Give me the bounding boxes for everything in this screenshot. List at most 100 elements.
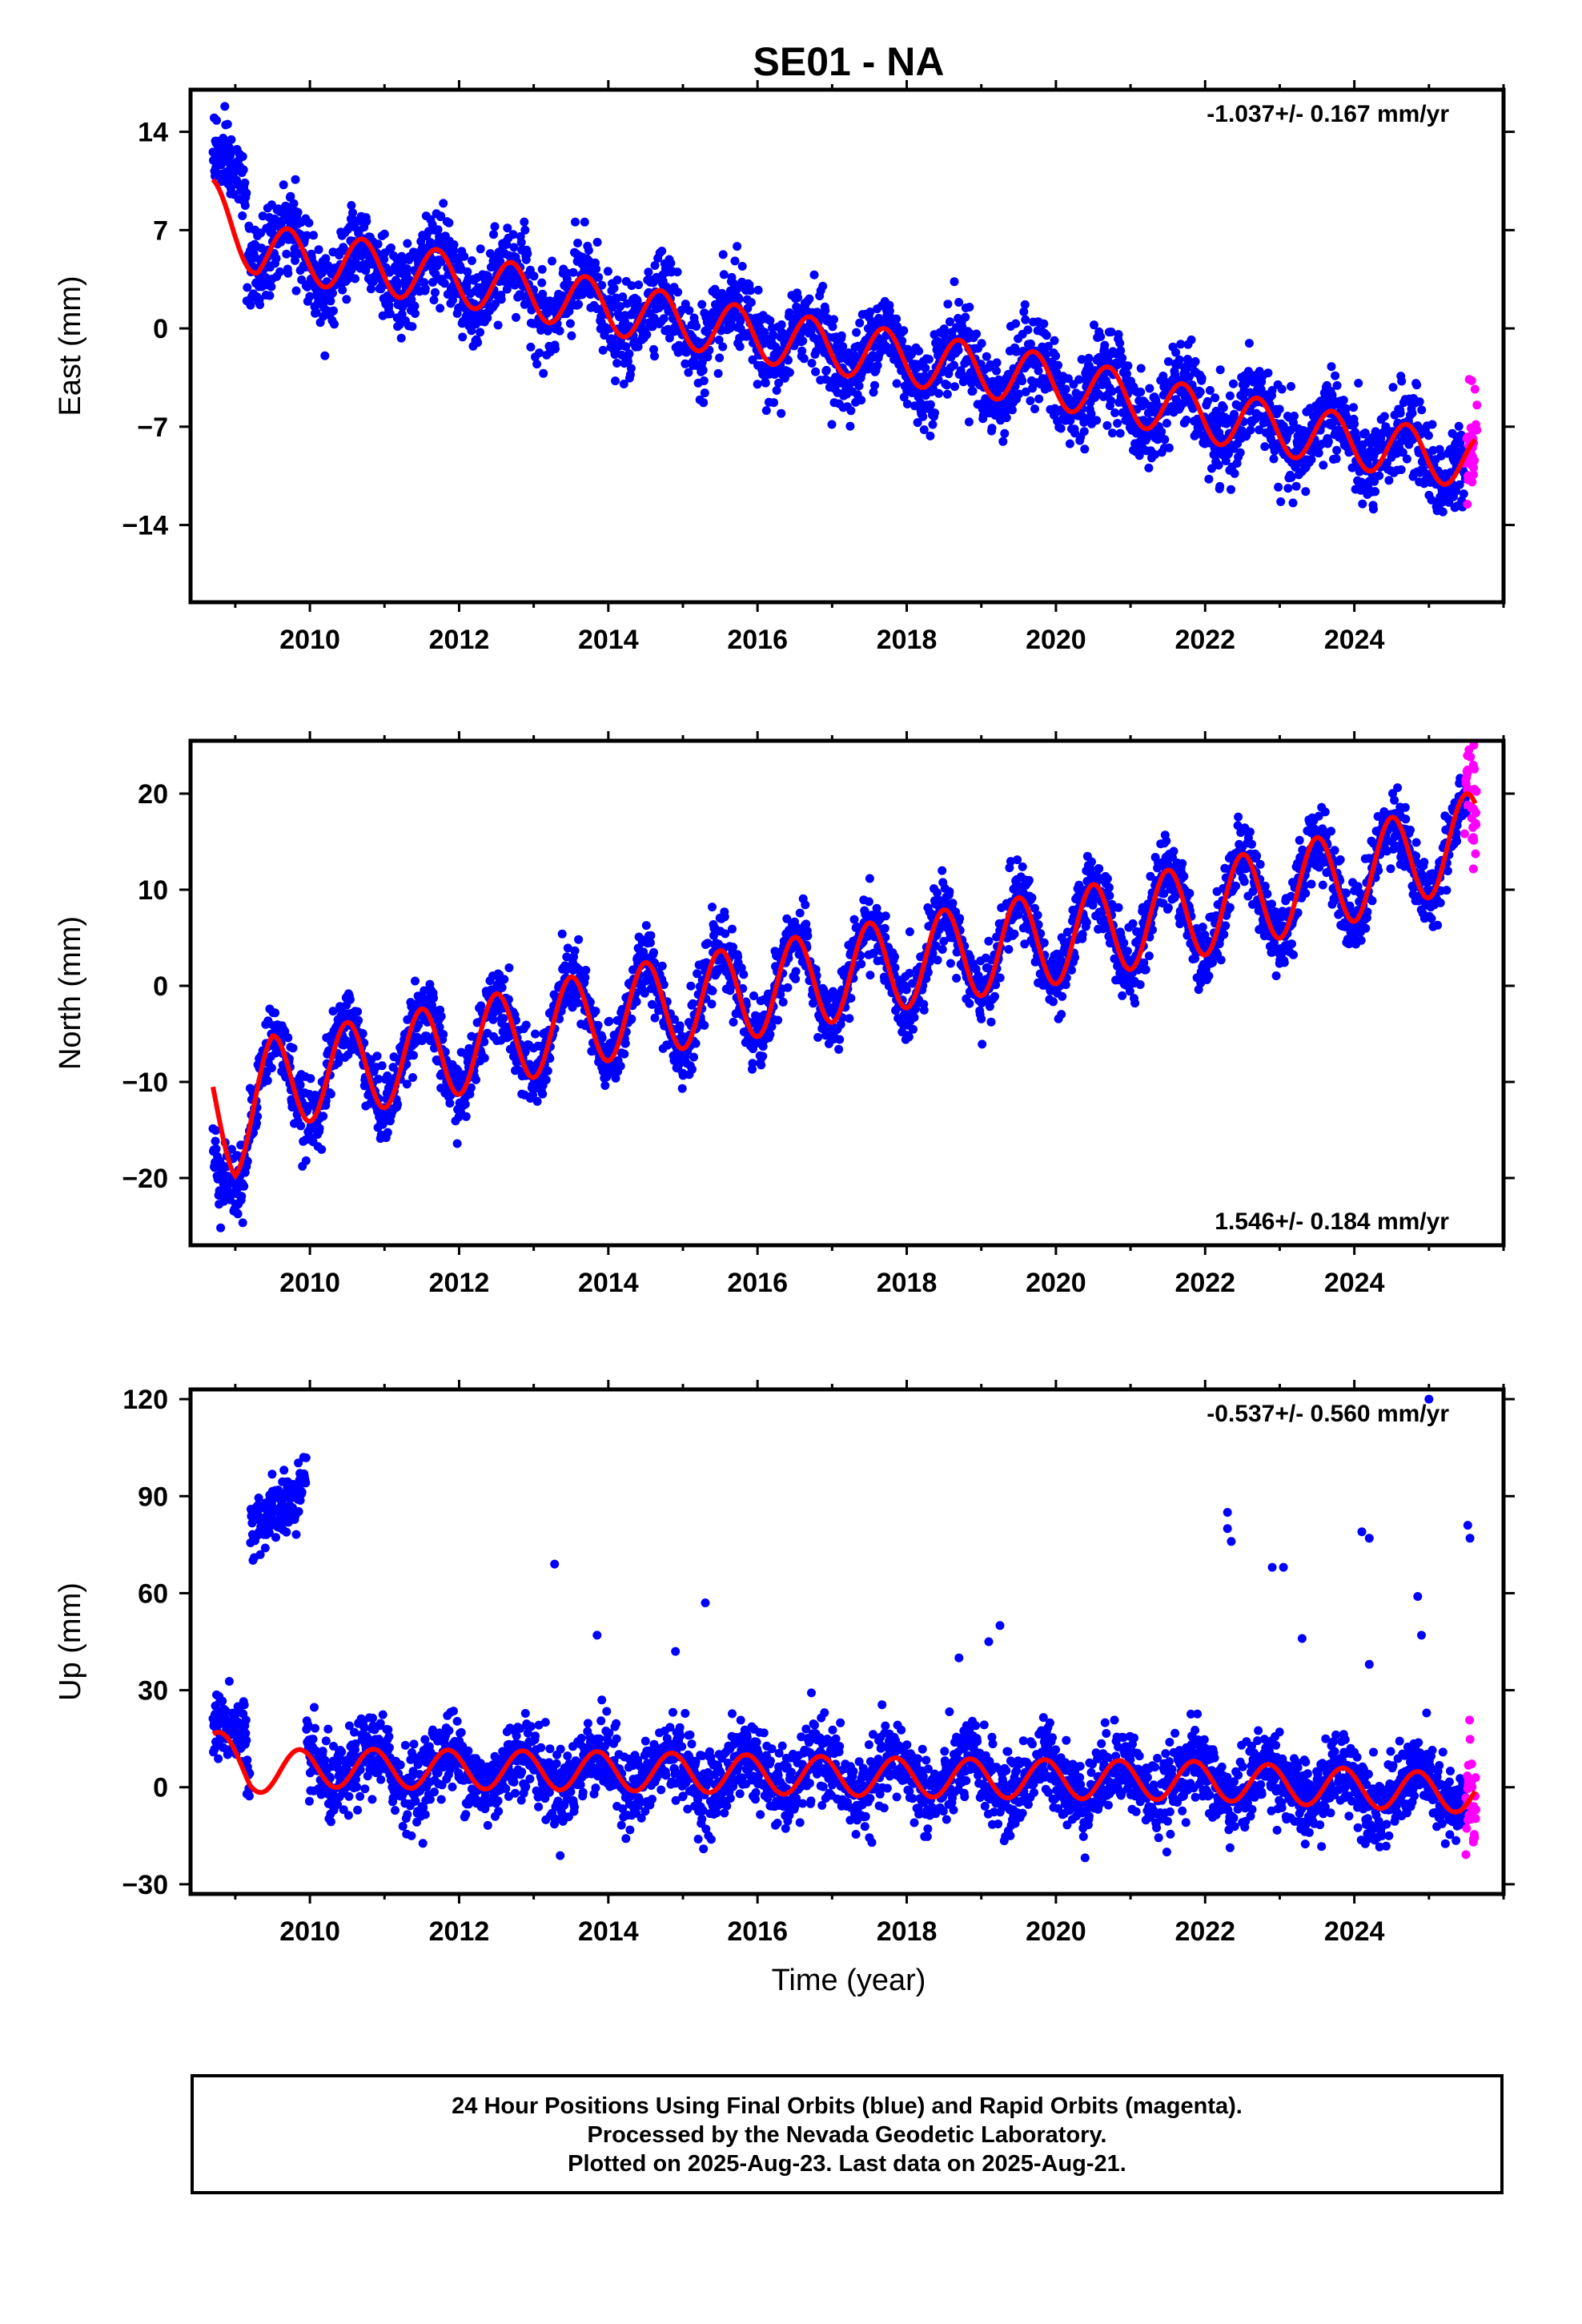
data-point [373, 239, 383, 249]
data-point [1269, 454, 1279, 464]
data-point [1398, 448, 1407, 457]
rapid-point [1467, 376, 1476, 385]
data-point [899, 326, 909, 336]
data-point [403, 239, 412, 248]
data-point [603, 267, 612, 276]
data-point [892, 379, 901, 388]
data-point [483, 313, 492, 323]
data-point [439, 199, 448, 208]
data-point [1007, 388, 1017, 398]
data-point [351, 274, 359, 283]
data-point [1235, 448, 1245, 457]
data-point [846, 406, 856, 416]
data-point [591, 1007, 600, 1016]
data-point [1118, 353, 1127, 363]
data-point [358, 1029, 367, 1039]
data-point [1171, 348, 1181, 357]
data-point [1102, 420, 1112, 430]
data-point [240, 178, 250, 187]
data-point [913, 362, 923, 372]
data-point [753, 285, 763, 295]
data-point [1412, 380, 1422, 390]
data-point [584, 246, 593, 255]
data-point [350, 215, 359, 225]
data-point [773, 1015, 783, 1025]
data-point [467, 326, 476, 336]
data-point [223, 119, 232, 129]
data-point [1176, 340, 1186, 349]
data-point [295, 1080, 305, 1090]
figure-title: SE01 - NA [753, 39, 945, 84]
data-point [499, 1014, 508, 1023]
data-point [557, 291, 567, 300]
data-point [444, 218, 454, 227]
data-point [414, 1020, 424, 1030]
data-point [314, 245, 323, 255]
data-point [551, 344, 560, 354]
data-point [827, 420, 837, 429]
data-point [1074, 375, 1084, 384]
data-point [240, 201, 250, 211]
data-point [864, 897, 873, 907]
data-point [345, 995, 355, 1004]
data-point [420, 986, 429, 995]
data-point [1371, 487, 1380, 497]
data-point [592, 264, 601, 274]
data-point [627, 1014, 636, 1023]
data-point [1110, 408, 1120, 417]
data-point [597, 280, 607, 290]
data-point [238, 1218, 247, 1228]
data-point [609, 283, 619, 293]
rapid-point [1468, 470, 1478, 480]
data-point [393, 1100, 403, 1109]
data-point [1274, 482, 1283, 492]
data-point [1030, 404, 1039, 414]
data-point [733, 242, 742, 251]
data-point [748, 355, 757, 364]
data-point [461, 1112, 471, 1121]
data-point [633, 342, 643, 352]
data-point [821, 365, 831, 375]
data-point [909, 1024, 917, 1034]
data-point [745, 286, 755, 296]
data-point [681, 359, 690, 368]
data-point [657, 247, 667, 255]
data-point [1150, 450, 1160, 460]
data-point [880, 923, 889, 933]
data-point [212, 115, 221, 125]
data-point [490, 222, 500, 231]
data-point [246, 300, 255, 310]
data-point [1267, 386, 1277, 395]
data-point [965, 303, 974, 312]
data-point [379, 255, 389, 264]
data-point [799, 354, 809, 364]
data-point [644, 267, 653, 277]
data-point [445, 1099, 455, 1108]
data-point [480, 1037, 489, 1047]
data-point [692, 322, 701, 331]
data-point [239, 165, 248, 175]
data-point [992, 366, 1002, 376]
data-point [885, 306, 894, 316]
data-point [1256, 384, 1266, 394]
data-point [829, 315, 838, 324]
data-point [1227, 485, 1235, 494]
data-point [543, 1066, 552, 1076]
x-tick-label: 2016 [727, 625, 788, 655]
data-point [592, 238, 602, 247]
data-point [902, 400, 912, 408]
data-point [353, 1007, 363, 1016]
data-point [354, 1015, 363, 1025]
data-point [734, 295, 744, 304]
x-tick-label: 2018 [877, 625, 938, 655]
data-point [748, 1059, 757, 1068]
data-point [548, 256, 556, 266]
data-point [1246, 425, 1255, 435]
data-point [1019, 307, 1029, 316]
data-point [580, 217, 589, 227]
data-point [291, 255, 299, 265]
data-point [1160, 435, 1170, 444]
data-point [1034, 394, 1044, 404]
data-point [489, 230, 498, 239]
data-point [774, 378, 784, 388]
